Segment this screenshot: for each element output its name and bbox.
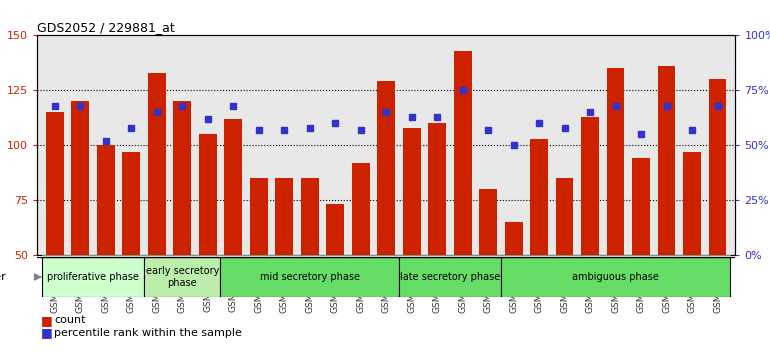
Point — [686, 127, 698, 133]
Bar — [144, 255, 169, 257]
Bar — [119, 255, 144, 257]
Bar — [377, 81, 395, 255]
Bar — [658, 66, 675, 255]
Point — [125, 125, 137, 130]
Bar — [169, 255, 195, 257]
Text: percentile rank within the sample: percentile rank within the sample — [54, 328, 242, 338]
Text: proliferative phase: proliferative phase — [47, 272, 139, 282]
Bar — [552, 255, 578, 257]
Bar — [454, 51, 471, 255]
Bar — [683, 152, 701, 255]
Point — [507, 142, 520, 148]
Bar — [93, 255, 119, 257]
Point — [329, 120, 341, 126]
Bar — [708, 79, 726, 255]
Bar — [500, 255, 527, 257]
Bar — [42, 257, 144, 297]
Point — [303, 125, 316, 130]
Bar — [556, 178, 574, 255]
Bar — [42, 255, 68, 257]
Bar — [399, 255, 424, 257]
Bar — [348, 255, 373, 257]
Point — [354, 127, 367, 133]
Point — [558, 125, 571, 130]
Point — [253, 127, 265, 133]
Bar — [632, 158, 650, 255]
Bar — [352, 163, 370, 255]
Bar — [72, 101, 89, 255]
Bar — [272, 255, 297, 257]
Bar — [199, 134, 216, 255]
Point — [151, 109, 163, 115]
Text: count: count — [54, 315, 85, 325]
Bar — [705, 255, 730, 257]
Point — [74, 103, 86, 108]
Bar — [654, 255, 679, 257]
Bar — [450, 255, 475, 257]
Bar — [531, 138, 548, 255]
Bar — [399, 257, 500, 297]
Bar — [581, 116, 599, 255]
Point — [380, 109, 393, 115]
Bar — [578, 255, 603, 257]
Point — [711, 103, 724, 108]
Point — [584, 109, 596, 115]
Point — [482, 127, 494, 133]
Bar — [68, 255, 93, 257]
Bar — [301, 178, 319, 255]
Bar — [246, 255, 272, 257]
Bar — [249, 178, 268, 255]
Point — [278, 127, 290, 133]
Bar — [373, 255, 399, 257]
Bar — [603, 255, 628, 257]
Bar — [424, 255, 450, 257]
Bar — [527, 255, 552, 257]
Point — [99, 138, 112, 144]
Point — [406, 114, 418, 119]
Bar — [220, 257, 399, 297]
Bar — [276, 178, 293, 255]
Text: mid secretory phase: mid secretory phase — [259, 272, 360, 282]
Bar — [148, 73, 166, 255]
Point — [635, 131, 648, 137]
Bar — [46, 112, 64, 255]
Bar — [403, 127, 420, 255]
Bar — [122, 152, 140, 255]
Bar — [224, 119, 242, 255]
Bar — [628, 255, 654, 257]
Text: other: other — [0, 272, 6, 282]
Point — [431, 114, 444, 119]
Text: late secretory phase: late secretory phase — [400, 272, 500, 282]
Bar — [297, 255, 323, 257]
Bar — [428, 123, 446, 255]
Bar — [323, 255, 348, 257]
Bar — [220, 255, 246, 257]
Text: GDS2052 / 229881_at: GDS2052 / 229881_at — [37, 21, 175, 34]
Bar — [144, 257, 220, 297]
Point — [457, 87, 469, 93]
Point — [202, 116, 214, 122]
Bar — [479, 189, 497, 255]
Point — [533, 120, 545, 126]
Bar — [173, 101, 191, 255]
Bar — [475, 255, 500, 257]
Point — [661, 103, 673, 108]
Bar — [195, 255, 220, 257]
Point — [49, 103, 61, 108]
Bar — [607, 68, 624, 255]
Bar — [97, 145, 115, 255]
Bar — [679, 255, 705, 257]
Bar — [504, 222, 523, 255]
Text: ambiguous phase: ambiguous phase — [572, 272, 659, 282]
Text: ■: ■ — [41, 314, 52, 327]
Point — [176, 103, 189, 108]
Point — [609, 103, 621, 108]
Text: ■: ■ — [41, 326, 52, 339]
Bar — [500, 257, 730, 297]
Point — [227, 103, 239, 108]
Text: early secretory
phase: early secretory phase — [146, 266, 219, 288]
Bar — [326, 204, 344, 255]
